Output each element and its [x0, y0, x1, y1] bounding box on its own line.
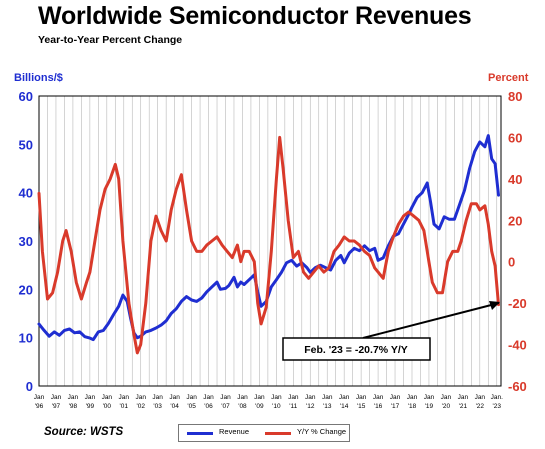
x-tick-label-bottom: '05 [187, 403, 196, 410]
legend-swatch-change [265, 432, 291, 435]
x-tick-label-bottom: '99 [86, 403, 95, 410]
x-tick-label-top: Jan [305, 394, 316, 401]
x-tick-label-bottom: '00 [103, 403, 112, 410]
x-tick-label-top: Jan [119, 394, 130, 401]
series-layer [37, 134, 500, 355]
left-tick-label: 0 [26, 379, 33, 394]
chart-title: Worldwide Semiconductor Revenues [38, 2, 472, 30]
x-tick-label-bottom: '11 [289, 403, 297, 410]
x-tick-label-bottom: '07 [221, 403, 230, 410]
x-tick-label-top: Jan [51, 394, 62, 401]
annotation: Feb. '23 = -20.7% Y/Y [282, 301, 500, 361]
x-tick-label-bottom: '23 [493, 403, 502, 410]
x-tick-label-top: Jan [458, 394, 469, 401]
right-tick-label: 0 [508, 255, 515, 270]
annotation-label: Feb. '23 = -20.7% Y/Y [304, 344, 408, 356]
x-tick-label-top: Jan [152, 394, 163, 401]
x-tick-label-top: Jan [85, 394, 96, 401]
legend-label-change: Y/Y % Change [297, 427, 347, 436]
x-tick-label-bottom: '13 [323, 403, 332, 410]
x-tick-label-top: Jan [237, 394, 248, 401]
x-tick-label-top: Jan [68, 394, 79, 401]
x-tick-label-top: Jan [475, 394, 486, 401]
right-axis-title: Percent [488, 72, 529, 84]
x-tick-label-bottom: '06 [204, 403, 213, 410]
x-tick-label-bottom: '97 [52, 403, 61, 410]
x-tick-label-top: Jan [102, 394, 113, 401]
x-tick-label-top: Jan [407, 394, 418, 401]
x-tick-label-top: Jan [254, 394, 265, 401]
x-tick-label-top: Jan [373, 394, 384, 401]
left-tick-label: 20 [19, 282, 33, 297]
x-tick-label-bottom: '19 [425, 403, 434, 410]
x-tick-label-top: Jan [356, 394, 367, 401]
x-tick-label-top: Jan [135, 394, 146, 401]
x-tick-label-bottom: '10 [272, 403, 281, 410]
x-tick-label-bottom: '22 [476, 403, 485, 410]
x-tick-label-top: Jan [339, 394, 350, 401]
legend-swatch-revenue [187, 432, 213, 435]
left-tick-label: 40 [19, 186, 33, 201]
x-tick-label-top: Jan [169, 394, 180, 401]
x-tick-label-top: Jan [220, 394, 231, 401]
x-tick-label-bottom: '18 [408, 403, 417, 410]
x-tick-label-bottom: '98 [69, 403, 78, 410]
right-tick-label: -40 [508, 338, 527, 353]
x-tick-label-bottom: '15 [357, 403, 366, 410]
x-tick-label-bottom: '08 [238, 403, 247, 410]
x-tick-label-bottom: '03 [153, 403, 162, 410]
right-tick-label: 60 [508, 130, 522, 145]
x-tick-label-bottom: '02 [136, 403, 145, 410]
x-tick-label-bottom: '21 [459, 403, 468, 410]
x-tick-label-bottom: '01 [120, 403, 129, 410]
x-tick-label-bottom: '14 [340, 403, 349, 410]
x-tick-label-bottom: '96 [35, 403, 44, 410]
x-tick-label-top: Jan [186, 394, 197, 401]
x-tick-label-top: Jan [441, 394, 452, 401]
left-tick-label: 10 [19, 331, 33, 346]
x-tick-label-top: Jan [424, 394, 435, 401]
x-axis-ticks: Jan '96 Jan '97 Jan '98 Jan '99 Jan '00 Jan '01 Jan '… [34, 394, 503, 410]
x-tick-label-top: Jan. [491, 394, 503, 401]
x-tick-label-top: Jan [288, 394, 299, 401]
right-tick-label: 40 [508, 172, 522, 187]
x-tick-label-top: Jan [34, 394, 45, 401]
right-tick-label: -20 [508, 296, 527, 311]
series-line-yy-change [37, 135, 500, 355]
left-tick-label: 50 [19, 137, 33, 152]
left-y-ticks: 0 10 20 30 40 50 60 [19, 89, 33, 394]
x-tick-label-bottom: '04 [170, 403, 179, 410]
x-tick-label-top: Jan [322, 394, 333, 401]
right-y-ticks: -60 -40 -20 0 20 40 60 80 [508, 89, 527, 394]
plot-area-border [38, 95, 502, 387]
annotation-arrowhead [489, 301, 500, 310]
x-tick-label-top: Jan [390, 394, 401, 401]
x-tick-label-top: Jan [203, 394, 214, 401]
annotation-arrow [362, 302, 500, 339]
right-tick-label: -60 [508, 379, 527, 394]
right-tick-label: 20 [508, 213, 522, 228]
x-tick-label-bottom: '17 [391, 403, 400, 410]
chart-subtitle: Year-to-Year Percent Change [38, 34, 183, 46]
legend-label-revenue: Revenue [219, 427, 250, 436]
x-tick-label-bottom: '09 [255, 403, 264, 410]
left-tick-label: 30 [19, 234, 33, 249]
x-tick-label-bottom: '16 [374, 403, 383, 410]
annotation-box [282, 337, 431, 361]
x-tick-label-top: Jan [271, 394, 282, 401]
x-tick-label-bottom: '20 [442, 403, 451, 410]
legend: Revenue Y/Y % Change [178, 424, 350, 442]
series-line-revenue [37, 134, 500, 342]
x-tick-label-bottom: '12 [306, 403, 315, 410]
source-label: Source: WSTS [44, 426, 124, 438]
right-tick-label: 80 [508, 89, 522, 104]
left-axis-title: Billions/$ [14, 72, 63, 84]
left-tick-label: 60 [19, 89, 33, 104]
